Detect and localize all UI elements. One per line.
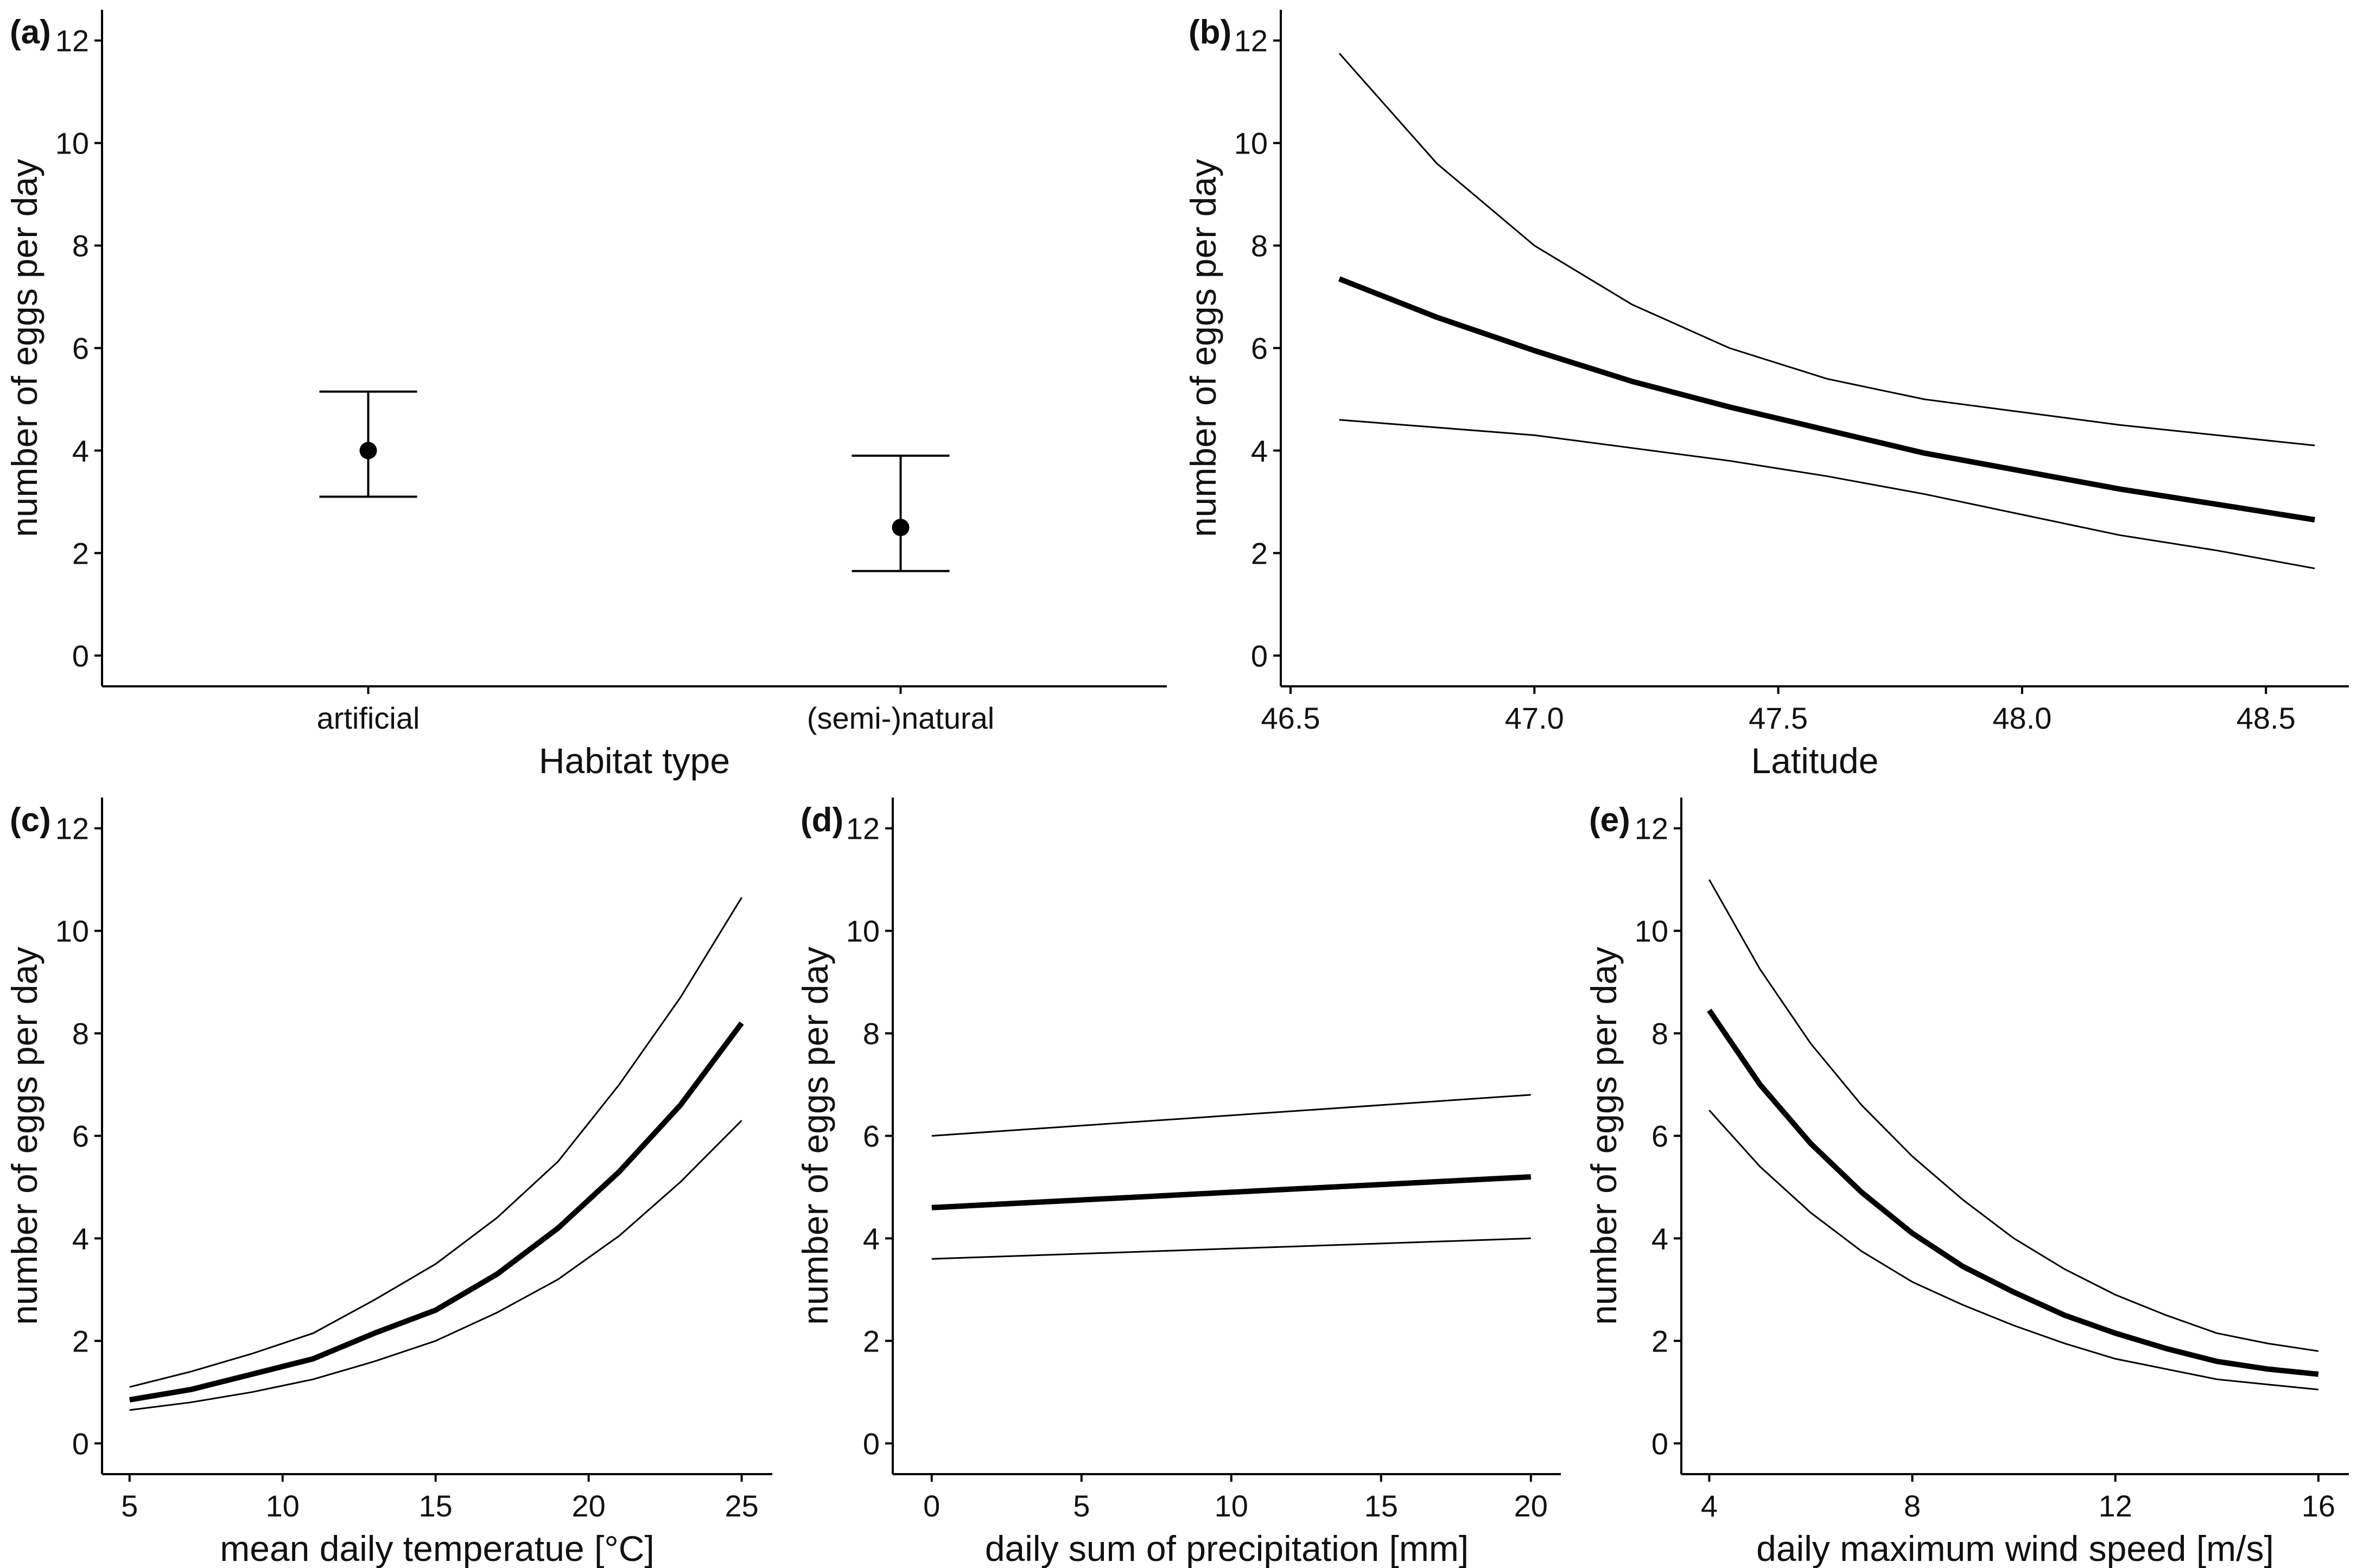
x-axis-title: daily maximum wind speed [m/s] [1756, 1528, 2274, 1568]
fitted-line [1338, 276, 2315, 522]
x-tick-label: 10 [266, 1489, 300, 1523]
x-tick-label: 16 [2302, 1489, 2335, 1523]
panel-label: (c) [10, 801, 51, 839]
y-tick-label: 6 [863, 1119, 880, 1153]
x-tick-label: 20 [1514, 1489, 1548, 1523]
x-tick-label: 5 [121, 1489, 138, 1523]
lower-ci-line [1339, 419, 2315, 570]
lower-ci-line [931, 1237, 1531, 1260]
y-tick-label: 10 [1234, 126, 1268, 161]
y-tick-label: 8 [1251, 229, 1268, 263]
y-axis-title: number of eggs per day [4, 159, 45, 537]
x-tick-label: (semi-)natural [807, 701, 994, 735]
y-tick-label: 12 [1635, 812, 1668, 846]
x-axis-title: mean daily temperatue [°C] [220, 1528, 654, 1568]
y-tick-label: 0 [863, 1426, 880, 1461]
lower-ci-line [1708, 1110, 2319, 1391]
y-tick-label: 8 [72, 1017, 89, 1051]
x-tick-label: 47.5 [1749, 701, 1808, 735]
panel-d: 0 2 4 6 8 10 12 0 5 10 15 20 daily sum of precipitat… [795, 798, 1561, 1568]
x-tick-label: 15 [419, 1489, 453, 1523]
y-tick-label: 10 [846, 914, 880, 948]
upper-ci-line [1708, 879, 2319, 1352]
panel-label: (e) [1589, 801, 1630, 839]
x-axis-title: Habitat type [539, 741, 730, 781]
x-tick-label: 48.5 [2237, 701, 2296, 735]
x-axis-title: daily sum of precipitation [mm] [985, 1528, 1469, 1568]
y-axis-title: number of eggs per day [795, 947, 835, 1325]
y-tick-label: 8 [1651, 1017, 1668, 1051]
y-tick-label: 12 [55, 812, 89, 846]
y-tick-label: 12 [55, 24, 89, 58]
upper-ci-line [1338, 53, 2315, 447]
y-tick-label: 10 [55, 126, 89, 161]
x-tick-label: 4 [1701, 1489, 1718, 1523]
upper-ci-line [931, 1094, 1531, 1137]
x-tick-label: 5 [1073, 1489, 1090, 1523]
y-tick-label: 10 [1635, 914, 1668, 948]
y-tick-label: 6 [1251, 332, 1268, 366]
y-tick-label: 0 [72, 639, 89, 673]
y-tick-label: 10 [55, 914, 89, 948]
y-tick-label: 4 [1651, 1221, 1668, 1255]
y-tick-label: 6 [1651, 1119, 1668, 1153]
y-tick-label: 4 [72, 1221, 89, 1255]
y-tick-label: 6 [72, 332, 89, 366]
y-tick-label: 0 [1651, 1426, 1668, 1461]
x-tick-label: 8 [1904, 1489, 1921, 1523]
panel-c: 0 2 4 6 8 10 12 5 10 15 20 25 mean daily temperatue … [4, 798, 772, 1568]
y-tick-label: 12 [1234, 24, 1268, 58]
x-tick-label: artificial [317, 701, 420, 735]
fitted-line [129, 1021, 744, 1403]
y-tick-label: 4 [1251, 434, 1268, 468]
x-tick-label: 25 [725, 1489, 758, 1523]
y-tick-label: 8 [863, 1017, 880, 1051]
mean-point [892, 519, 910, 537]
y-tick-label: 2 [72, 1324, 89, 1358]
panel-label: (a) [10, 14, 51, 51]
fitted-line [1707, 1009, 2319, 1377]
y-axis-title: number of eggs per day [1584, 947, 1624, 1325]
x-tick-label: 0 [923, 1489, 940, 1523]
y-tick-label: 2 [1251, 536, 1268, 570]
panel-e: 0 2 4 6 8 10 12 4 8 12 16 daily maximum wind speed … [1584, 798, 2349, 1568]
mean-point [359, 442, 377, 460]
panel-a: 0 2 4 6 8 10 12 artificial (semi-)natural Habitat… [4, 10, 1167, 781]
y-tick-label: 2 [72, 536, 89, 570]
y-tick-label: 2 [1651, 1324, 1668, 1358]
x-tick-label: 10 [1215, 1489, 1248, 1523]
y-tick-label: 6 [72, 1119, 89, 1153]
x-tick-label: 20 [571, 1489, 605, 1523]
x-tick-label: 47.0 [1505, 701, 1564, 735]
lower-ci-line [129, 1120, 742, 1411]
y-tick-label: 8 [72, 229, 89, 263]
x-tick-label: 46.5 [1261, 701, 1320, 735]
panel-label: (d) [801, 801, 843, 839]
y-tick-label: 4 [863, 1221, 880, 1255]
y-axis-title: number of eggs per day [4, 947, 45, 1325]
y-tick-label: 12 [846, 812, 880, 846]
upper-ci-line [129, 897, 742, 1388]
y-tick-label: 0 [1251, 639, 1268, 673]
fitted-line [931, 1174, 1532, 1210]
y-tick-label: 4 [72, 434, 89, 468]
y-axis-title: number of eggs per day [1183, 159, 1223, 537]
panel-b: 0 2 4 6 8 10 12 46.5 47.0 47.5 48.0 48.5 Latitude num… [1183, 10, 2349, 781]
x-tick-label: 48.0 [1992, 701, 2051, 735]
panel-label: (b) [1189, 14, 1231, 51]
y-tick-label: 0 [72, 1426, 89, 1461]
x-axis-title: Latitude [1751, 741, 1879, 781]
x-tick-label: 15 [1364, 1489, 1398, 1523]
x-tick-label: 12 [2099, 1489, 2132, 1523]
y-tick-label: 2 [863, 1324, 880, 1358]
